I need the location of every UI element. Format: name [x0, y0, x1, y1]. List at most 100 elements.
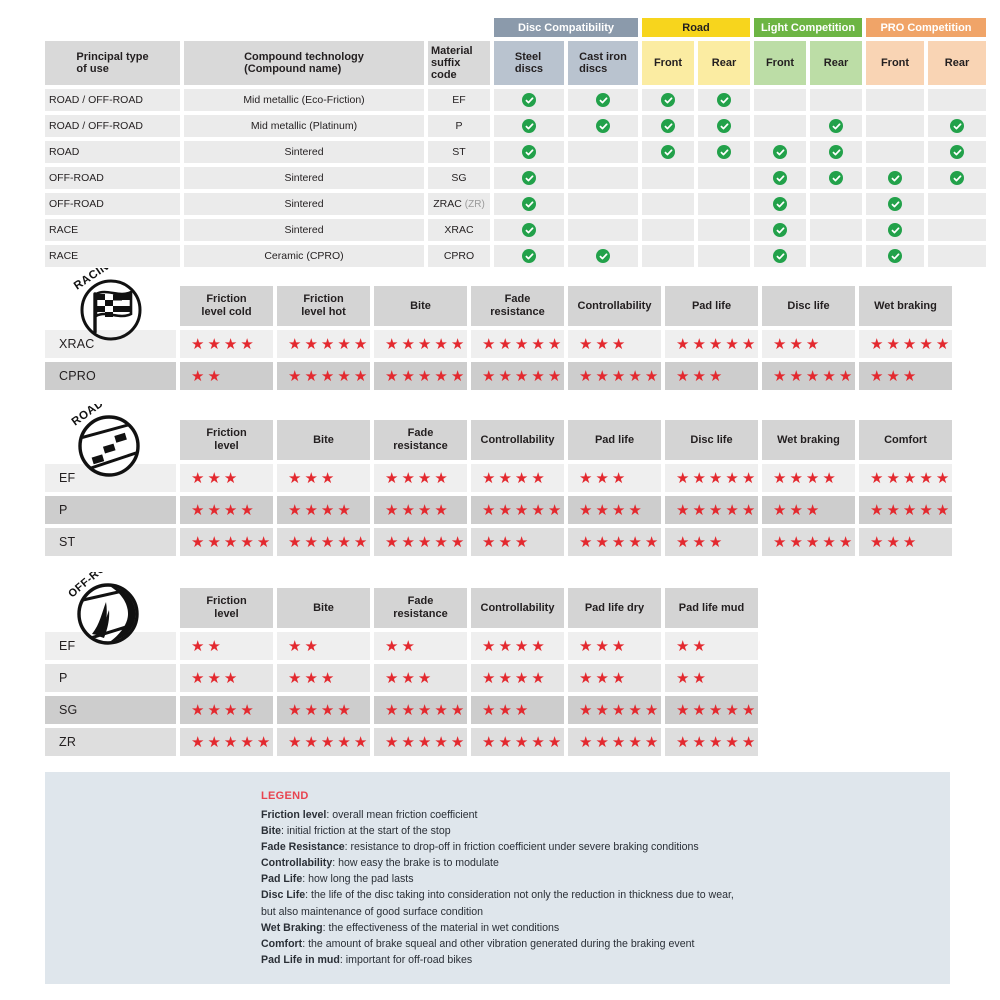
row-0-mark-3: [698, 89, 750, 111]
star-icon: ★: [385, 733, 399, 751]
row-5-mark-6: [866, 219, 924, 241]
star-icon: ★: [676, 469, 690, 487]
row-suffix-6: CPRO: [428, 245, 490, 267]
star-icon: ★: [320, 335, 335, 353]
row-3-mark-7: [928, 167, 986, 189]
road-row-0-rating-6: ★ ★ ★ ★: [762, 464, 855, 492]
offroad-row-2-rating-2: ★ ★ ★ ★ ★: [374, 696, 467, 724]
row-5-mark-5: [810, 219, 862, 241]
star-icon: ★: [773, 533, 787, 551]
star-icon: ★: [805, 501, 820, 519]
star-icon: ★: [498, 701, 512, 719]
star-icon: ★: [886, 335, 900, 353]
star-icon: ★: [256, 733, 271, 751]
star-icon: ★: [191, 335, 205, 353]
star-icon: ★: [547, 367, 562, 385]
legend-term: Pad Life: [261, 873, 303, 886]
row-4-mark-1: [568, 193, 638, 215]
offroad-row-3-rating-0: ★ ★ ★ ★ ★: [180, 728, 273, 756]
legend-entry-6: but also maintenance of good surface con…: [261, 904, 950, 920]
check-icon: [829, 171, 843, 185]
star-icon: ★: [434, 533, 448, 551]
star-icon: ★: [692, 637, 706, 655]
racing-row-0-rating-2: ★ ★ ★ ★ ★: [374, 330, 467, 358]
star-icon: ★: [741, 701, 756, 719]
star-icon: ★: [401, 669, 415, 687]
row-5-mark-4: [754, 219, 806, 241]
star-icon: ★: [741, 733, 756, 751]
star-icon: ★: [207, 533, 221, 551]
star-icon: ★: [514, 669, 529, 687]
racing-column-header-0: Friction level cold: [180, 286, 273, 326]
row-6-mark-7: [928, 245, 986, 267]
racing-row-1-rating-2: ★ ★ ★ ★ ★: [374, 362, 467, 390]
star-icon: ★: [482, 501, 496, 519]
star-icon: ★: [789, 533, 803, 551]
star-icon: ★: [191, 733, 205, 751]
star-icon: ★: [401, 335, 415, 353]
check-icon: [522, 197, 536, 211]
legend-term: Bite: [261, 825, 282, 838]
star-icon: ★: [482, 637, 496, 655]
offroad-row-2-rating-4: ★ ★ ★ ★ ★: [568, 696, 661, 724]
star-icon: ★: [579, 335, 593, 353]
star-icon: ★: [223, 335, 238, 353]
star-icon: ★: [434, 469, 448, 487]
row-6-mark-6: [866, 245, 924, 267]
category-header-pro: PRO Competition: [866, 18, 986, 37]
check-icon: [773, 145, 787, 159]
check-icon: [522, 119, 536, 133]
star-icon: ★: [417, 367, 432, 385]
offroad-column-header-0: Friction level: [180, 588, 273, 628]
legend-entry-7: Wet Braking: the effectiveness of the ma…: [261, 920, 950, 936]
star-icon: ★: [191, 469, 205, 487]
star-icon: ★: [223, 533, 238, 551]
offroad-row-2-rating-1: ★ ★ ★ ★: [277, 696, 370, 724]
check-icon: [522, 171, 536, 185]
row-0-mark-5: [810, 89, 862, 111]
row-3-mark-6: [866, 167, 924, 189]
compatibility-table: Disc Compatibility Road Light Competition P…: [45, 18, 986, 267]
row-4-mark-0: [494, 193, 564, 215]
star-icon: ★: [514, 469, 529, 487]
offroad-row-1-rating-3: ★ ★ ★ ★: [471, 664, 564, 692]
star-icon: ★: [207, 669, 221, 687]
star-icon: ★: [191, 701, 205, 719]
star-icon: ★: [692, 701, 706, 719]
road-row-0-rating-2: ★ ★ ★ ★: [374, 464, 467, 492]
road-row-1-rating-0: ★ ★ ★ ★: [180, 496, 273, 524]
column-header-6: Rear: [698, 41, 750, 85]
column-header-4: Cast iron discs: [568, 41, 638, 85]
racing-column-header-2: Bite: [374, 286, 467, 326]
row-suffix-1: P: [428, 115, 490, 137]
check-icon: [522, 93, 536, 107]
row-3-mark-5: [810, 167, 862, 189]
row-use-0: ROAD / OFF-ROAD: [45, 89, 180, 111]
star-icon: ★: [191, 669, 205, 687]
legend-desc: : the amount of brake squeal and other v…: [302, 937, 695, 950]
star-icon: ★: [886, 367, 900, 385]
star-icon: ★: [789, 335, 803, 353]
star-icon: ★: [838, 367, 853, 385]
road-row-1-rating-3: ★ ★ ★ ★ ★: [471, 496, 564, 524]
star-icon: ★: [676, 669, 690, 687]
star-icon: ★: [579, 701, 593, 719]
road-row-0-rating-0: ★ ★ ★: [180, 464, 273, 492]
star-icon: ★: [870, 469, 884, 487]
racing-rating-table: Friction level cold Friction level hot Bite F…: [45, 286, 952, 390]
star-icon: ★: [838, 533, 853, 551]
offroad-section: OFF-ROAD Friction level Bite Fade resistance…: [45, 572, 950, 756]
road-column-header-0: Friction level: [180, 420, 273, 460]
racing-row-1-rating-5: ★ ★ ★: [665, 362, 758, 390]
star-icon: ★: [514, 701, 529, 719]
star-icon: ★: [320, 701, 335, 719]
road-column-header-1: Bite: [277, 420, 370, 460]
star-icon: ★: [223, 469, 238, 487]
offroad-row-1-rating-0: ★ ★ ★: [180, 664, 273, 692]
offroad-row-0-rating-5: ★ ★: [665, 632, 758, 660]
star-icon: ★: [450, 701, 465, 719]
star-icon: ★: [304, 501, 318, 519]
road-column-header-6: Wet braking: [762, 420, 855, 460]
star-icon: ★: [692, 733, 706, 751]
check-icon: [717, 93, 731, 107]
